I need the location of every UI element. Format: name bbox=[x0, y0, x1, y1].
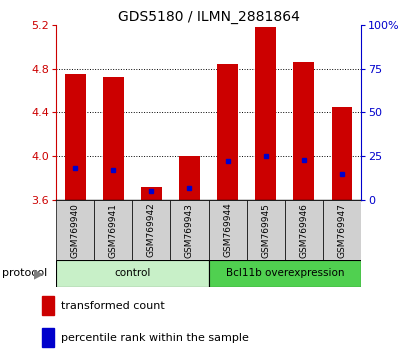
Bar bbox=[209, 260, 361, 287]
Text: percentile rank within the sample: percentile rank within the sample bbox=[61, 333, 249, 343]
Bar bbox=[332, 107, 352, 200]
Text: GSM769946: GSM769946 bbox=[299, 202, 308, 258]
Text: ▶: ▶ bbox=[34, 267, 44, 280]
Text: Bcl11b overexpression: Bcl11b overexpression bbox=[225, 268, 344, 279]
Bar bbox=[285, 200, 323, 260]
Text: GSM769940: GSM769940 bbox=[71, 202, 80, 258]
Bar bbox=[42, 296, 54, 315]
Text: control: control bbox=[114, 268, 151, 279]
Bar bbox=[65, 74, 85, 200]
Bar bbox=[217, 64, 238, 200]
Bar bbox=[94, 200, 132, 260]
Text: GSM769942: GSM769942 bbox=[147, 203, 156, 257]
Bar bbox=[103, 78, 124, 200]
Bar bbox=[293, 62, 314, 200]
Bar bbox=[132, 200, 171, 260]
Bar bbox=[56, 200, 94, 260]
Text: GSM769945: GSM769945 bbox=[261, 202, 270, 258]
Bar bbox=[179, 156, 200, 200]
Bar bbox=[255, 27, 276, 200]
Bar bbox=[141, 187, 162, 200]
Text: GSM769943: GSM769943 bbox=[185, 202, 194, 258]
Bar bbox=[171, 200, 209, 260]
Text: transformed count: transformed count bbox=[61, 301, 165, 310]
Bar bbox=[56, 260, 209, 287]
Title: GDS5180 / ILMN_2881864: GDS5180 / ILMN_2881864 bbox=[117, 10, 300, 24]
Text: GSM769944: GSM769944 bbox=[223, 203, 232, 257]
Text: GSM769947: GSM769947 bbox=[337, 202, 347, 258]
Bar bbox=[209, 200, 247, 260]
Bar bbox=[42, 329, 54, 347]
Bar bbox=[247, 200, 285, 260]
Bar bbox=[323, 200, 361, 260]
Text: GSM769941: GSM769941 bbox=[109, 202, 118, 258]
Text: protocol: protocol bbox=[2, 268, 47, 279]
